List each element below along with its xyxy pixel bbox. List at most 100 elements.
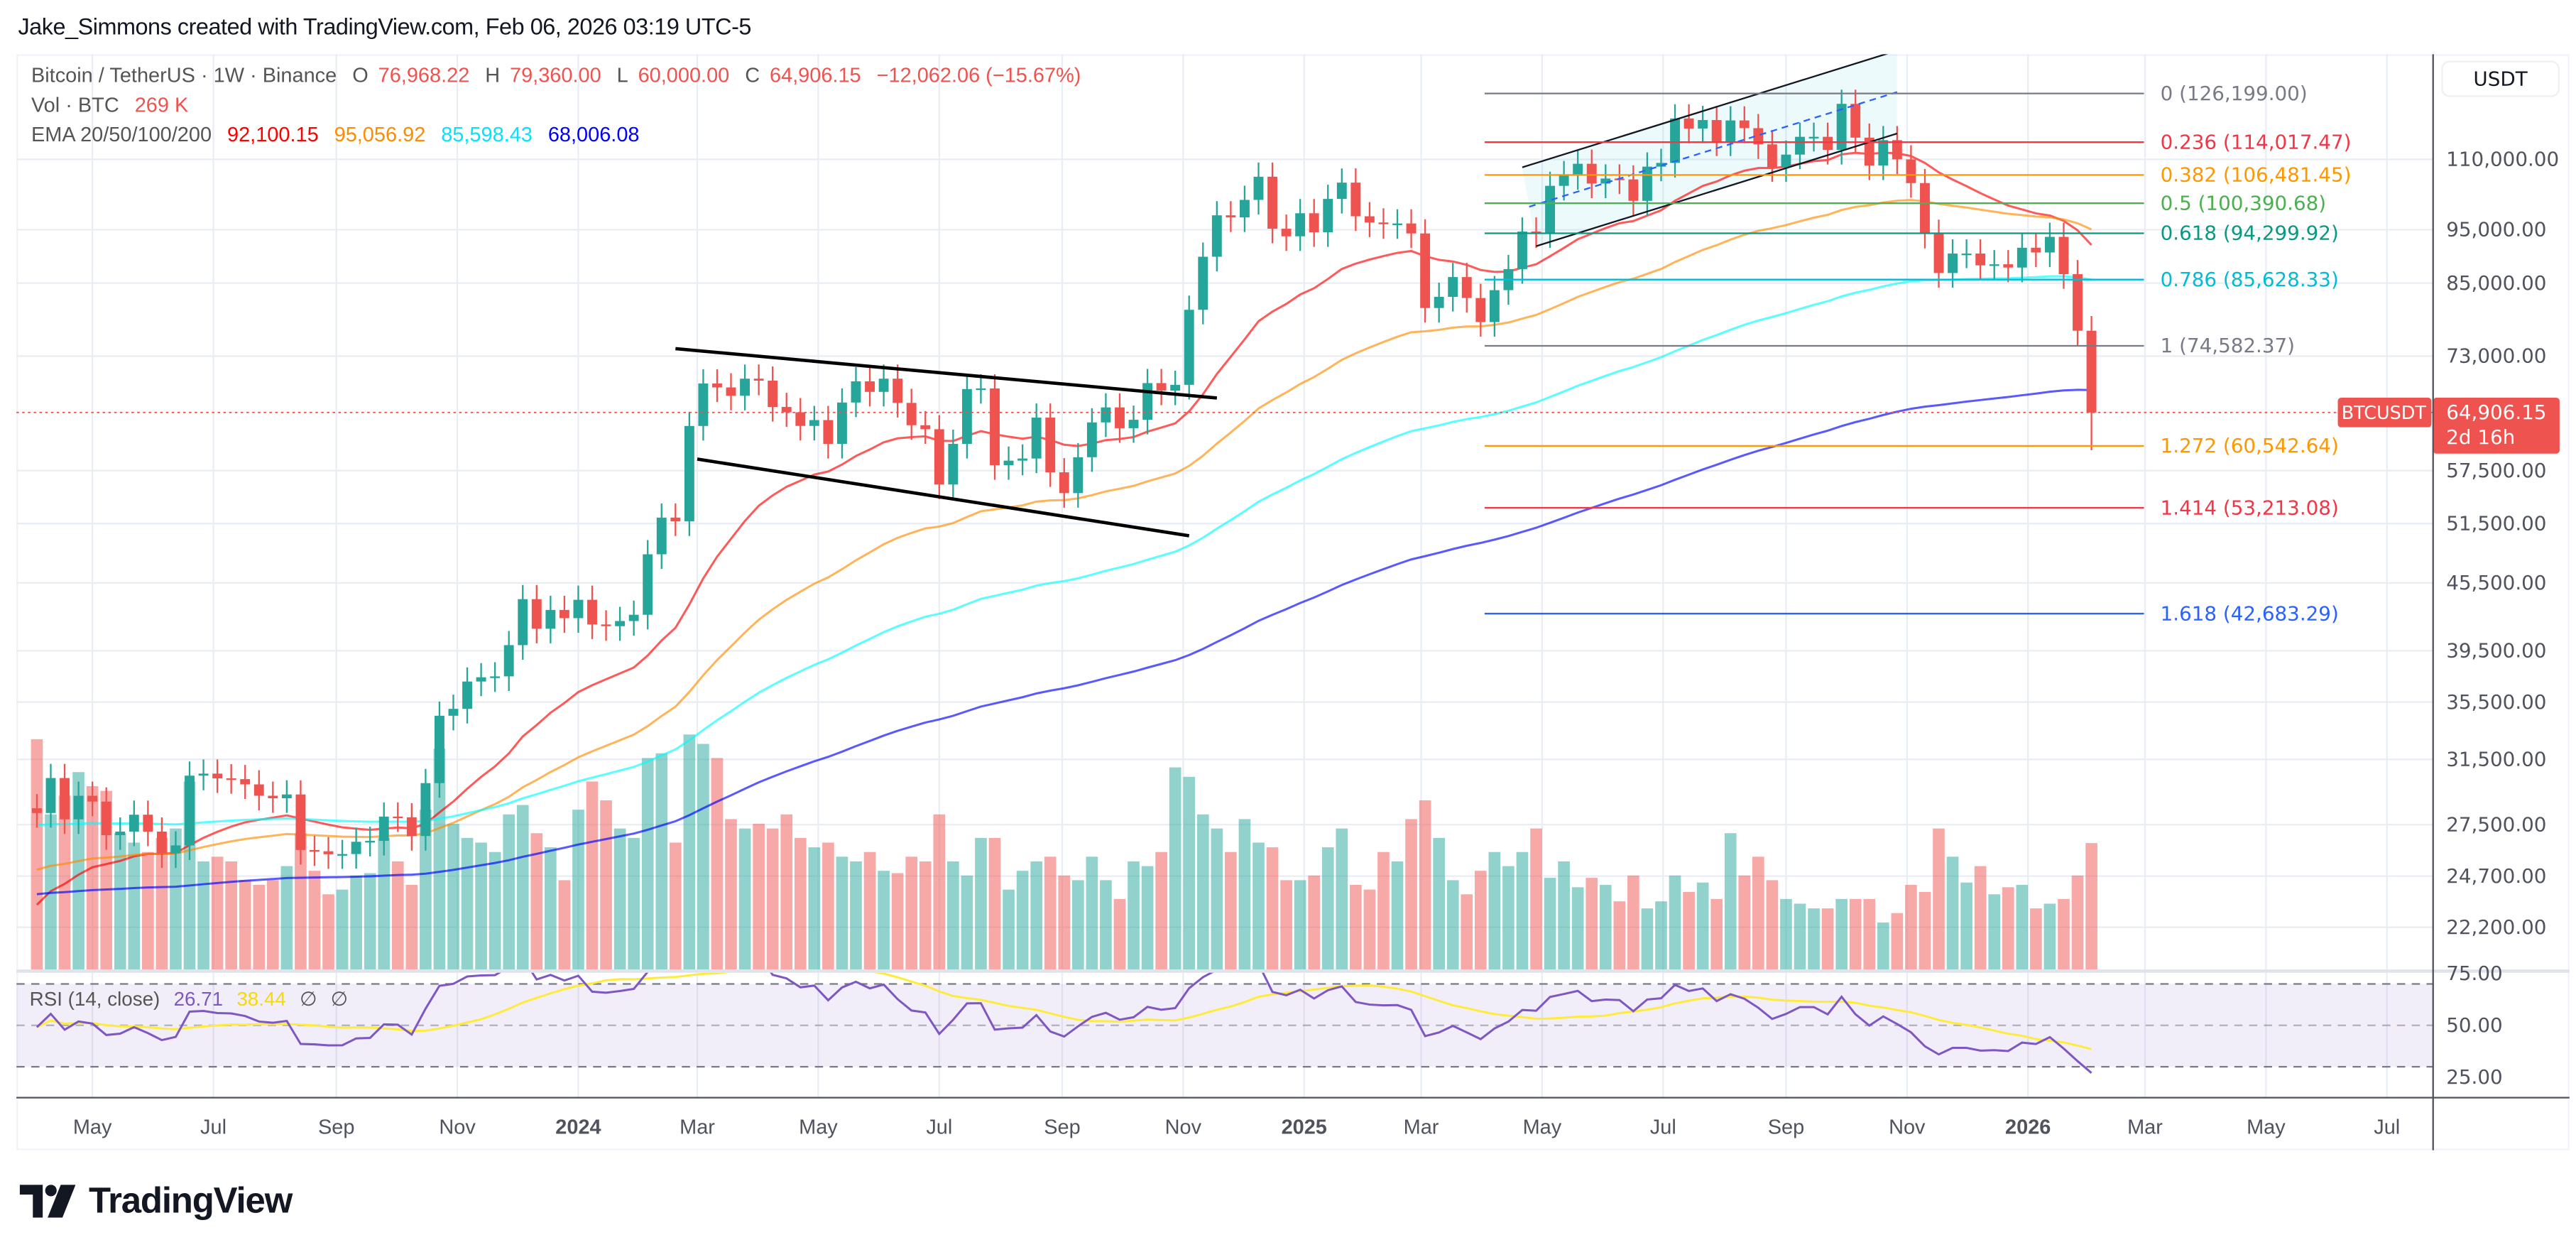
- time-axis-label: 2025: [1282, 1116, 1327, 1139]
- close-value: 64,906.15: [769, 64, 861, 87]
- volume-bar: [766, 828, 779, 970]
- candle-body: [1142, 383, 1153, 420]
- ema-label[interactable]: EMA 20/50/100/200: [31, 123, 212, 146]
- candle-body: [143, 815, 153, 832]
- symbol-title[interactable]: Bitcoin / TetherUS · 1W · Binance: [31, 64, 337, 87]
- candle: [1350, 168, 1361, 232]
- volume-bar: [780, 814, 793, 970]
- rsi-axis-label: 50.00: [2446, 1013, 2502, 1037]
- volume-bar: [1211, 828, 1223, 970]
- fib-level-label: 1.618 (42,683.29): [2161, 602, 2339, 625]
- volume-label[interactable]: Vol · BTC: [31, 93, 119, 117]
- candle-body: [768, 381, 778, 408]
- low-value: 60,000.00: [638, 64, 730, 87]
- price-tag-countdown: 2d 16h: [2446, 425, 2515, 449]
- candle: [1920, 168, 1930, 249]
- candle: [1725, 106, 1736, 156]
- currency-button[interactable]: USDT: [2441, 60, 2560, 97]
- price-axis-label: 57,500.00: [2446, 459, 2546, 482]
- wedge-upper-trendline: [675, 347, 1218, 400]
- price-axis-label: 51,500.00: [2446, 511, 2546, 535]
- candle-body: [1350, 183, 1361, 217]
- rsi-na-1: ∅: [300, 987, 317, 1011]
- volume-bar: [600, 800, 612, 970]
- candle: [781, 393, 792, 428]
- volume-bar: [905, 856, 918, 970]
- volume-bar: [1544, 878, 1556, 970]
- volume-bar: [808, 847, 821, 970]
- candle-body: [531, 599, 542, 629]
- candle: [615, 606, 626, 641]
- candle: [1475, 283, 1486, 337]
- price-axis-label: 35,500.00: [2446, 690, 2546, 714]
- candle-body: [1115, 407, 1125, 428]
- volume-bar: [822, 842, 834, 970]
- volume-bars: [31, 734, 2097, 970]
- volume-bar: [530, 833, 543, 970]
- volume-bar: [1599, 885, 1612, 970]
- ohlc-close: C 64,906.15: [745, 64, 861, 87]
- candle-body: [990, 388, 1000, 466]
- ema50-value: 95,056.92: [334, 123, 426, 146]
- candle-body: [961, 388, 972, 445]
- volume-bar: [863, 851, 876, 970]
- candle: [768, 366, 778, 422]
- candle-body: [2073, 274, 2083, 331]
- volume-bar: [350, 875, 362, 970]
- candle: [1586, 149, 1597, 199]
- candle: [809, 406, 819, 441]
- volume-bar: [683, 734, 696, 970]
- rsi-legend: RSI (14, close) 26.71 38.44 ∅ ∅: [30, 988, 356, 1011]
- candle: [740, 364, 751, 410]
- volume-bar: [1141, 866, 1154, 970]
- candle-body: [851, 381, 861, 403]
- volume-bar: [391, 861, 404, 970]
- volume-bar: [1696, 882, 1709, 970]
- volume-bar: [1252, 842, 1265, 970]
- candle: [1933, 219, 1944, 288]
- candle-body: [518, 599, 528, 646]
- time-axis-label: 2024: [555, 1116, 601, 1139]
- volume-bar: [1710, 898, 1723, 970]
- volume-bar: [641, 758, 654, 970]
- candle-body: [1683, 118, 1694, 129]
- symbol-legend: Bitcoin / TetherUS · 1W · Binance O 76,96…: [31, 64, 1091, 87]
- wedge-lower-trendline: [697, 457, 1190, 538]
- time-axis-label: Nov: [439, 1116, 476, 1139]
- volume-bar: [1308, 875, 1321, 970]
- high-label: H: [485, 64, 501, 87]
- fib-level-label: 0.382 (106,481.45): [2161, 163, 2352, 187]
- candle-body: [212, 773, 223, 778]
- volume-bar: [1919, 891, 1931, 970]
- volume-bar: [947, 861, 959, 970]
- volume-bar: [1336, 828, 1348, 970]
- volume-bar: [1683, 891, 1695, 970]
- candle-body: [2086, 330, 2097, 413]
- time-axis-label: Jul: [926, 1116, 952, 1139]
- candles: [32, 89, 2097, 869]
- candle: [393, 802, 403, 832]
- candle-body: [323, 851, 334, 854]
- candle: [1600, 164, 1611, 199]
- rsi-label[interactable]: RSI (14, close): [29, 987, 160, 1011]
- candle: [1295, 199, 1306, 251]
- candle: [143, 800, 153, 847]
- volume-bar: [489, 851, 501, 970]
- candle: [1670, 104, 1680, 178]
- candle-body: [2058, 236, 2069, 275]
- candle: [185, 761, 195, 861]
- candle: [1739, 106, 1750, 143]
- volume-bar: [1821, 908, 1834, 970]
- candle-body: [1933, 234, 1944, 273]
- candle-body: [490, 676, 501, 678]
- candle-body: [365, 841, 376, 843]
- candle-body: [781, 407, 792, 413]
- volume-bar: [2085, 843, 2097, 970]
- volume-bar: [1016, 871, 1029, 970]
- candle: [712, 369, 722, 403]
- time-axis-label: Sep: [1768, 1116, 1804, 1139]
- candle: [1878, 126, 1889, 180]
- volume-bar: [475, 842, 487, 970]
- candle: [1045, 403, 1056, 487]
